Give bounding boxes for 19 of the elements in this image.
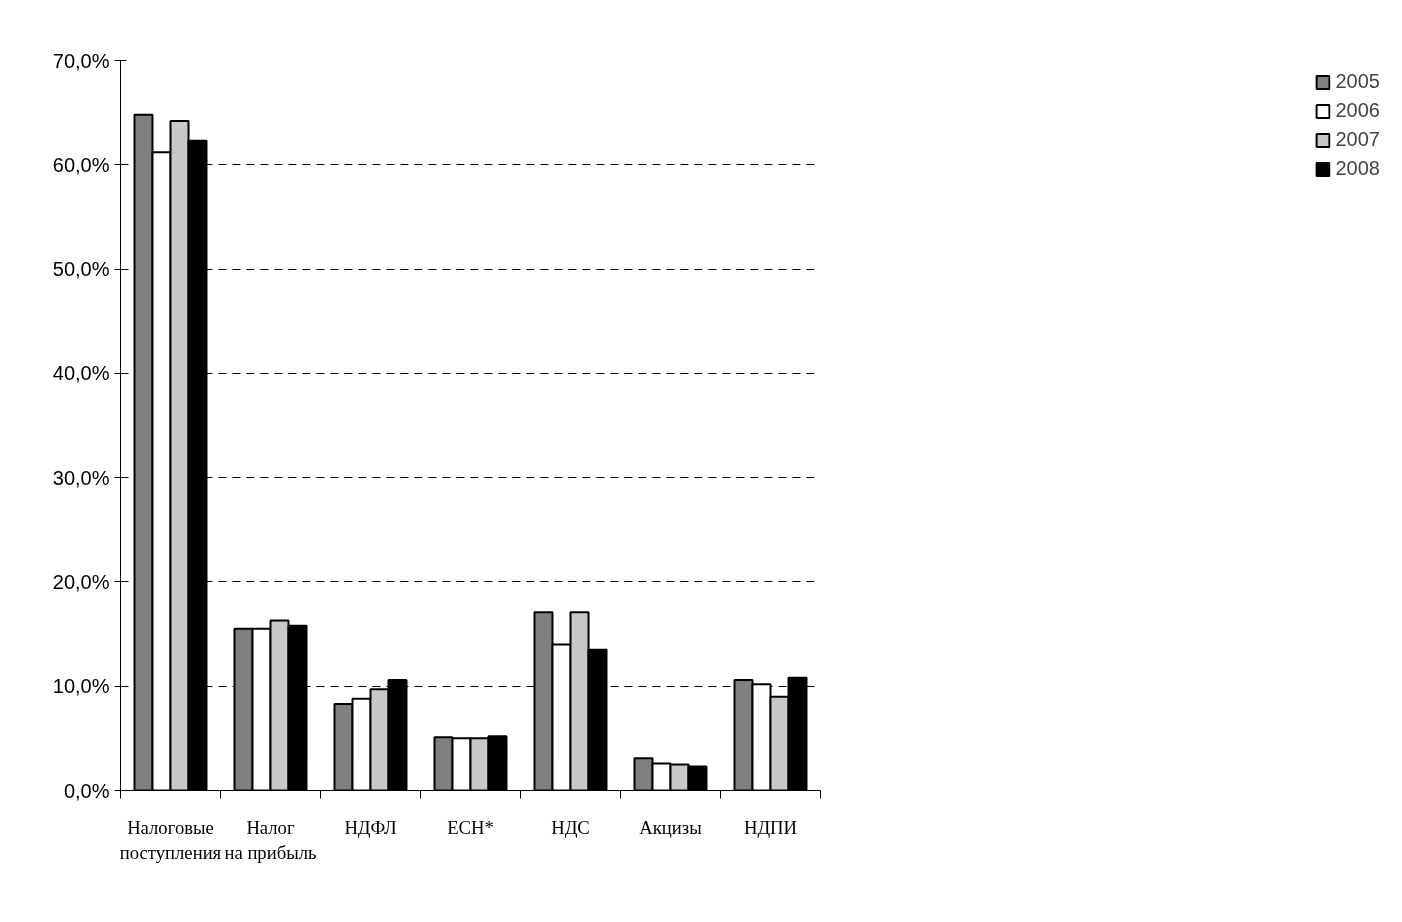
x-tick-label: Налоговые поступления xyxy=(119,816,222,863)
y-tick-label: 40,0% xyxy=(52,362,110,385)
y-tick-label: 30,0% xyxy=(52,466,110,489)
x-tick-label: НДПИ xyxy=(743,816,798,838)
y-tick-label: 50,0% xyxy=(52,258,110,281)
y-tick-label: 20,0% xyxy=(52,570,110,593)
y-tick-label: 60,0% xyxy=(52,153,110,176)
x-tick-label: НДС xyxy=(551,816,590,838)
x-tick-label: Налог на прибыль xyxy=(224,816,317,863)
legend-label: 2005 xyxy=(1335,70,1380,93)
legend-label: 2006 xyxy=(1335,99,1380,122)
legend-label: 2008 xyxy=(1335,157,1380,180)
y-tick-label: 70,0% xyxy=(52,49,110,72)
x-tick-label: НДФЛ xyxy=(344,816,397,838)
y-tick-label: 10,0% xyxy=(52,675,110,698)
legend-label: 2007 xyxy=(1335,128,1380,151)
x-tick-label: Акцизы xyxy=(639,816,703,838)
y-tick-label: 0,0% xyxy=(63,779,110,802)
x-tick-label: ЕСН* xyxy=(447,816,494,838)
